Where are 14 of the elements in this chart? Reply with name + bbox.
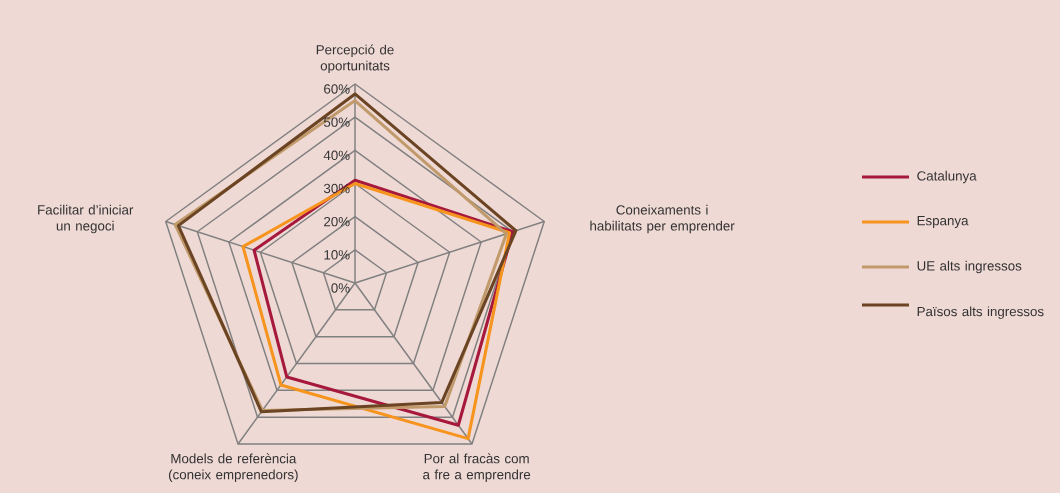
legend-label: Països alts ingressos xyxy=(917,306,1044,319)
legend-label: Espanya xyxy=(917,216,969,228)
legend-label: Catalunya xyxy=(917,170,977,184)
spoke-label: Models de referència (coneix emprenedors) xyxy=(168,453,298,482)
y-tick-label: 60% xyxy=(324,84,350,94)
y-tick-label: 40% xyxy=(323,150,350,161)
y-tick-label: 20% xyxy=(324,216,350,227)
y-tick-label: 10% xyxy=(324,250,350,260)
legend-label: UE alts ingressos xyxy=(917,260,1022,274)
spoke-label: Por al fracàs com a fre a emprendre xyxy=(423,453,531,482)
spoke-label: Percepció de oportunitats xyxy=(316,44,394,74)
y-tick-label: 0% xyxy=(331,283,350,293)
spoke-label: Coneixaments i habilitats per emprender xyxy=(590,204,735,234)
spoke-label: Facilitar d’iniciar un negoci xyxy=(38,204,134,234)
